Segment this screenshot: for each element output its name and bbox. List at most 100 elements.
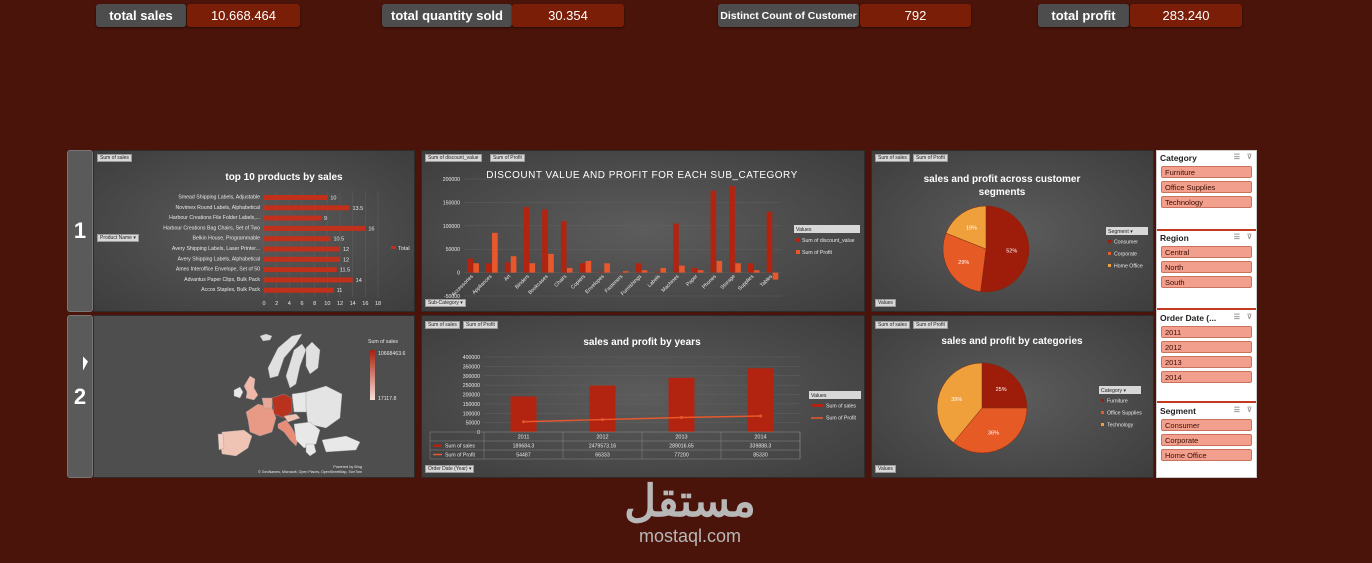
years-profit-field-button[interactable]: Sum of Profit (463, 321, 498, 329)
product-name-filter-button[interactable]: Product Name ▾ (97, 234, 139, 242)
profit-point (522, 420, 525, 424)
bar (486, 263, 492, 273)
value-label: 13.5 (353, 206, 364, 212)
slicer-item-home-office[interactable]: Home Office (1161, 449, 1252, 461)
segments-sales-field-button[interactable]: Sum of sales (875, 154, 910, 162)
multi-select-icon[interactable]: ☰ (1233, 234, 1240, 241)
pie-slice (942, 232, 987, 292)
legend-swatch (1101, 399, 1104, 402)
category-label: Furnishings (620, 273, 643, 296)
clear-filter-icon[interactable]: ⊽ (1246, 314, 1252, 321)
pie-slice (981, 362, 1028, 409)
category-label: Appliances (471, 273, 493, 295)
table-row-label: Sum of Profit (445, 453, 476, 459)
categories-values-button[interactable]: Values (875, 465, 896, 473)
slicer-item-2013[interactable]: 2013 (1161, 356, 1252, 368)
y-tick-label: 200000 (463, 393, 480, 399)
order-date-slicer: Order Date (... ☰ ⊽ 2011 2012 2013 2014 (1157, 311, 1256, 383)
category-label: Phones (701, 273, 718, 290)
sum-of-sales-field-button[interactable]: Sum of sales (97, 154, 132, 162)
years-sales-field-button[interactable]: Sum of sales (425, 321, 460, 329)
bar (697, 270, 704, 273)
order-date-slicer-title: Order Date (... ☰ ⊽ (1160, 313, 1252, 323)
legend-title-box (1099, 386, 1141, 394)
bar (264, 277, 353, 283)
bar (264, 287, 334, 293)
slicer-item-north[interactable]: North (1161, 261, 1252, 273)
map-credit-sources: © GeoNames, Microsoft, Open Places, Open… (258, 470, 362, 474)
profit-table-value: 66333 (595, 453, 610, 459)
legend-title: Values (811, 393, 827, 399)
x-tick-label: 14 (350, 301, 356, 307)
bar (668, 377, 695, 432)
y-tick-label: -50000 (444, 294, 460, 300)
clear-filter-icon[interactable]: ⊽ (1246, 407, 1252, 414)
y-tick-label: 400000 (463, 355, 480, 361)
top-products-chart: 0 2 4 6 8 10 12 14 16 18 Smead Shipping Labels, Ad… (163, 191, 410, 307)
bar (710, 190, 717, 273)
country-shape-france (245, 403, 277, 437)
slicer-item-central[interactable]: Central (1161, 246, 1252, 258)
value-label: 12 (343, 247, 349, 253)
slicer-item-2011[interactable]: 2011 (1161, 326, 1252, 338)
sales-table-value: 189684.3 (513, 444, 535, 450)
order-date-filter-button[interactable]: Order Date (Year) ▾ (425, 465, 475, 473)
slicer-item-office-supplies[interactable]: Office Supplies (1161, 181, 1252, 193)
country-shape-ireland (233, 386, 244, 399)
legend-swatch (811, 404, 823, 407)
multi-select-icon[interactable]: ☰ (1233, 314, 1240, 321)
clear-filter-icon[interactable]: ⊽ (1246, 154, 1252, 161)
kpi-customers-label: Distinct Count of Customer (718, 4, 859, 27)
category-label: Harbour Creations Bag Chairs, Set of Two (163, 225, 260, 231)
slicer-item-2014[interactable]: 2014 (1161, 371, 1252, 383)
slicer-item-consumer[interactable]: Consumer (1161, 419, 1252, 431)
category-label: Belkin House, Programmable (193, 236, 261, 242)
slicer-item-2012[interactable]: 2012 (1161, 341, 1252, 353)
europe-sales-map[interactable]: Sum of sales 10668463.6 17117.8 Powered by … (94, 316, 415, 478)
country-shape-italy (277, 419, 299, 447)
category-label: Accos Staples, Bulk Pack (201, 287, 260, 293)
segments-profit-field-button[interactable]: Sum of Profit (913, 154, 948, 162)
category-label: Accessories (451, 273, 475, 297)
slice-label: 25% (996, 387, 1007, 393)
year-label: 2011 (518, 435, 530, 441)
bar (673, 223, 679, 273)
country-shape-finland (305, 341, 321, 375)
bar (579, 263, 586, 273)
profit-field-button[interactable]: Sum of Profit (490, 154, 525, 162)
slicer-item-furniture[interactable]: Furniture (1161, 166, 1252, 178)
category-label: Art (503, 273, 512, 282)
discount-value-field-button[interactable]: Sum of discount_value (425, 154, 482, 162)
legend-title-box (794, 225, 860, 233)
segments-values-button[interactable]: Values (875, 299, 896, 307)
slicer-divider (1157, 229, 1256, 231)
sub-category-filter-button[interactable]: Sub-Category ▾ (425, 299, 466, 307)
slicer-item-corporate[interactable]: Corporate (1161, 434, 1252, 446)
category-label: Harbour Creations File Folder Labels,... (169, 215, 260, 221)
categories-profit-field-button[interactable]: Sum of Profit (913, 321, 948, 329)
multi-select-icon[interactable]: ☰ (1233, 154, 1240, 161)
legend-title: Segment ▾ (1108, 229, 1133, 235)
bar (585, 260, 592, 273)
country-shape-balkans (293, 421, 321, 449)
bar (747, 368, 774, 432)
slicer-item-technology[interactable]: Technology (1161, 196, 1252, 208)
clear-filter-icon[interactable]: ⊽ (1246, 234, 1252, 241)
value-label: 14 (356, 278, 362, 284)
x-tick-label: 0 (262, 301, 265, 307)
bar (264, 267, 337, 273)
mostaql-watermark: مستقل mostaql.com (610, 478, 770, 547)
country-shape-greece (305, 443, 317, 457)
country-shape-benelux (261, 397, 273, 409)
bar (510, 396, 537, 432)
row-number-1: 1 (67, 150, 93, 312)
kpi-total-sales-value: 10.668.464 (187, 4, 300, 27)
slicer-item-south[interactable]: South (1161, 276, 1252, 288)
multi-select-icon[interactable]: ☰ (1233, 407, 1240, 414)
bar (747, 263, 754, 273)
category-label: Tables (759, 273, 774, 288)
bar (548, 253, 554, 273)
bar (589, 385, 616, 432)
categories-sales-field-button[interactable]: Sum of sales (875, 321, 910, 329)
y-tick-label: 50000 (466, 421, 481, 427)
